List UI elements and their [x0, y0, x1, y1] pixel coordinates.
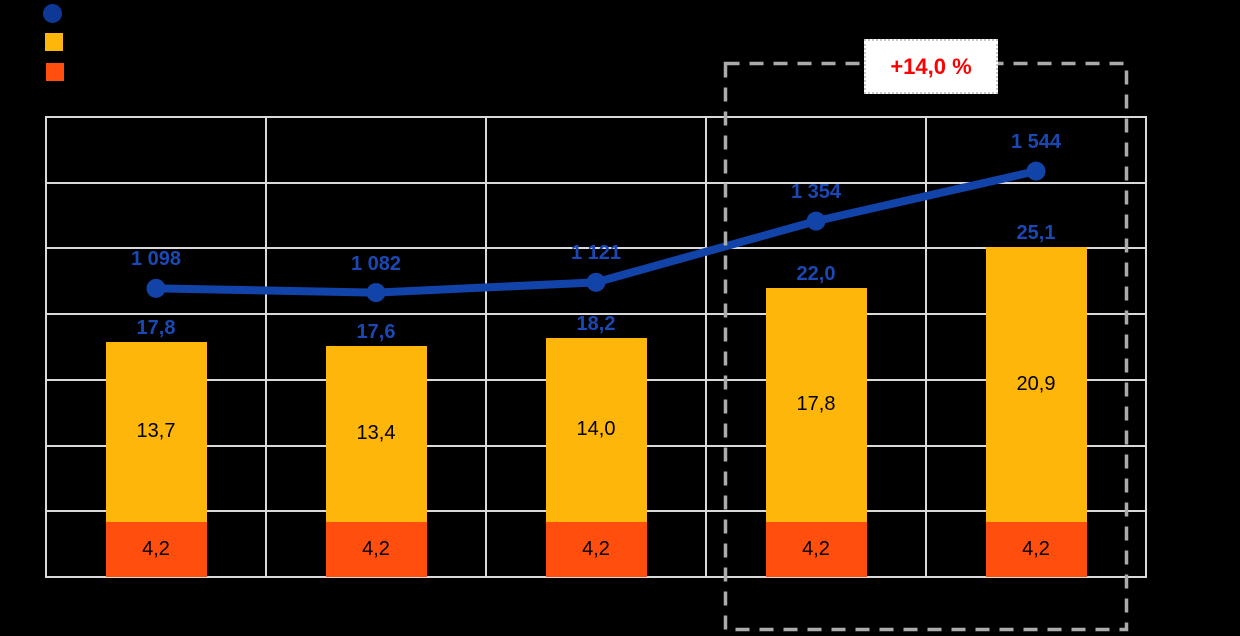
line-point-label: 1 082 — [350, 252, 402, 275]
stack-total-label: 18,2 — [576, 312, 616, 335]
gridline-vertical — [705, 116, 707, 578]
yellow-top-segment-label: 17,8 — [796, 393, 836, 416]
trend-line — [155, 167, 1037, 297]
legend-item-yellow-series — [45, 33, 63, 51]
gridline-horizontal — [45, 313, 1147, 316]
orange-bottom-segment-bar — [105, 521, 207, 577]
line-marker — [586, 272, 606, 292]
line-series-legend-icon — [43, 4, 62, 23]
orange-bottom-segment-bar — [325, 521, 427, 577]
line-marker — [366, 283, 386, 303]
stack-total-label: 22,0 — [796, 262, 836, 285]
yellow-top-segment-bar — [545, 337, 647, 522]
stack-total-label: 17,6 — [356, 320, 396, 343]
gridline-vertical — [1145, 116, 1147, 578]
orange-series-legend-icon — [46, 63, 64, 81]
stack-total-label: 17,8 — [136, 316, 176, 339]
legend-item-line-series — [43, 4, 62, 23]
yellow-top-segment-bar — [105, 341, 207, 522]
yellow-top-segment-label: 13,4 — [356, 422, 396, 445]
line-marker — [146, 278, 166, 298]
growth-callout: +14,0 % — [864, 39, 998, 94]
gridline-horizontal — [45, 576, 1147, 578]
orange-bottom-segment-bar — [545, 521, 647, 577]
orange-bottom-segment-label: 4,2 — [142, 537, 170, 560]
yellow-series-legend-icon — [45, 33, 63, 51]
legend-item-orange-series — [46, 63, 64, 81]
line-point-label: 1 098 — [130, 248, 182, 271]
gridline-vertical — [925, 116, 927, 578]
gridline-vertical — [45, 116, 47, 578]
growth-callout-label: +14,0 % — [890, 53, 972, 79]
orange-bottom-segment-label: 4,2 — [802, 537, 830, 560]
yellow-top-segment-label: 14,0 — [576, 418, 616, 441]
gridline-horizontal — [45, 116, 1147, 118]
orange-bottom-segment-label: 4,2 — [582, 537, 610, 560]
line-marker — [806, 211, 826, 231]
gridline-horizontal — [45, 181, 1147, 184]
line-point-label: 1 354 — [790, 181, 842, 204]
line-point-label: 1 121 — [570, 242, 622, 265]
gridline-vertical — [265, 116, 267, 578]
yellow-top-segment-label: 20,9 — [1016, 372, 1056, 395]
line-point-label: 1 544 — [1010, 131, 1062, 154]
yellow-top-segment-bar — [325, 345, 427, 522]
orange-bottom-segment-label: 4,2 — [1022, 537, 1050, 560]
gridline-vertical — [485, 116, 487, 578]
stack-total-label: 25,1 — [1016, 222, 1056, 245]
orange-bottom-segment-label: 4,2 — [362, 537, 390, 560]
yellow-top-segment-label: 13,7 — [136, 420, 176, 443]
line-marker — [1026, 161, 1046, 181]
